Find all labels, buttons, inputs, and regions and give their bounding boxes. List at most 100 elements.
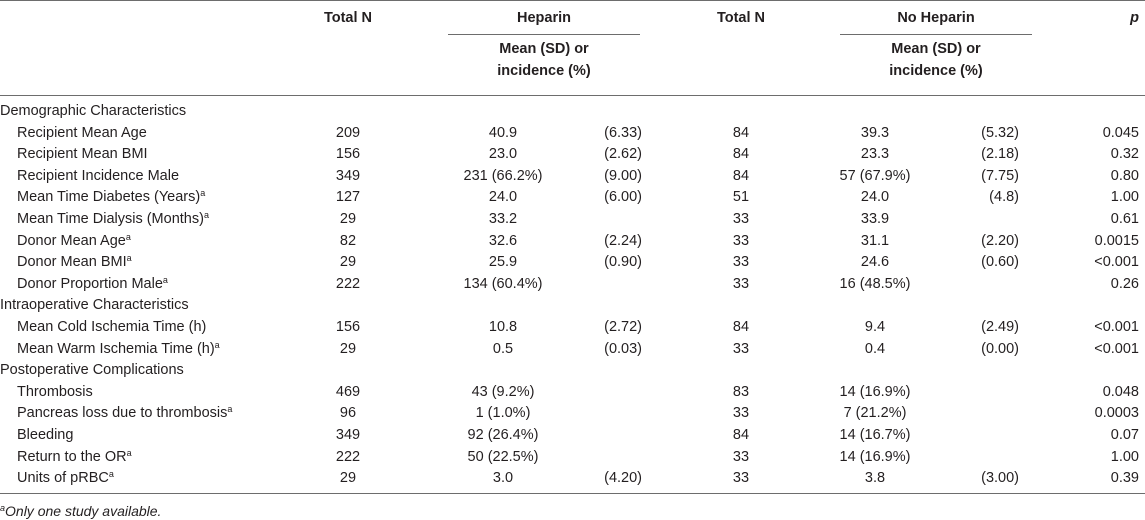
cell-no-heparin-sd: (0.60) xyxy=(981,254,1019,271)
cell-p-value: 0.61 xyxy=(1110,211,1139,227)
cell-heparin-mean: 40.9 xyxy=(488,124,518,141)
cell-heparin-mean: 25.9 xyxy=(488,254,518,271)
cell-no-heparin-sd: (0.00) xyxy=(981,340,1019,357)
cell-heparin-mean: 92 (26.4%) xyxy=(467,427,539,443)
section-label: Postoperative Complications xyxy=(0,360,184,381)
cell-heparin-sd: (4.20) xyxy=(604,470,642,487)
section-header-row: Postoperative Complications xyxy=(0,360,1145,381)
row-label-text: Recipient Mean BMI xyxy=(17,146,148,163)
row-label-text: Recipient Mean Age xyxy=(17,124,147,141)
cell-no-heparin-mean: 14 (16.9%) xyxy=(839,448,911,465)
cell-heparin-sd: (0.90) xyxy=(604,254,642,271)
header-total-n-heparin: Total N xyxy=(323,10,373,26)
cell-p-value: 0.26 xyxy=(1110,275,1139,292)
cell-p-value: <0.001 xyxy=(1094,319,1139,335)
table-row: Recipient Incidence Male 349 231 (66.2%) (9… xyxy=(0,166,1145,187)
row-label: Return to the ORa xyxy=(17,447,132,468)
cell-no-heparin-mean: 14 (16.7%) xyxy=(839,427,911,443)
cell-total-n-no-heparin: 84 xyxy=(732,319,750,335)
row-label-text: Mean Time Dialysis (Months) xyxy=(17,211,204,227)
header-heparin-mean-sd-line1: Mean (SD) or xyxy=(499,41,589,57)
cell-total-n-no-heparin: 84 xyxy=(732,427,750,443)
row-label: Recipient Mean Age xyxy=(17,123,147,144)
table-row: Recipient Mean Age 209 40.9 (6.33) 84 39.3 (5.… xyxy=(0,123,1145,144)
cell-heparin-mean: 0.5 xyxy=(492,340,514,357)
cell-no-heparin-sd: (4.8) xyxy=(989,189,1019,206)
section-label: Intraoperative Characteristics xyxy=(0,295,189,316)
row-label-text: Mean Cold Ischemia Time (h) xyxy=(17,319,207,335)
footnote-text: Only one study available. xyxy=(5,503,162,519)
no-heparin-underline xyxy=(840,34,1032,35)
header-no-heparin: No Heparin xyxy=(897,10,975,26)
cell-heparin-sd: (6.33) xyxy=(604,124,642,141)
cell-total-n-heparin: 209 xyxy=(335,124,361,141)
row-label: Recipient Mean BMI xyxy=(17,144,148,165)
cell-total-n-heparin: 82 xyxy=(339,232,357,249)
cell-total-n-no-heparin: 33 xyxy=(732,254,750,271)
cell-total-n-no-heparin: 51 xyxy=(732,189,750,206)
row-label: Thrombosis xyxy=(17,382,93,403)
footnote-marker: a xyxy=(200,188,206,199)
table-row: Bleeding 349 92 (26.4%) 84 14 (16.7%) 0.07 xyxy=(0,425,1145,446)
cell-heparin-mean: 10.8 xyxy=(488,319,518,335)
table-row: Mean Warm Ischemia Time (h)a 29 0.5 (0.03) 3… xyxy=(0,339,1145,360)
footnote-marker: a xyxy=(126,253,132,264)
row-label-text: Recipient Incidence Male xyxy=(17,167,180,184)
cell-total-n-heparin: 349 xyxy=(335,167,361,184)
cell-no-heparin-mean: 39.3 xyxy=(860,124,890,141)
table-top-rule xyxy=(0,0,1145,1)
row-label-text: Postoperative Complications xyxy=(0,362,184,379)
row-label: Recipient Incidence Male xyxy=(17,166,179,187)
cell-heparin-mean: 3.0 xyxy=(492,470,514,487)
row-label-text: Donor Mean BMI xyxy=(17,254,127,271)
footnote-marker: a xyxy=(125,231,131,242)
cell-total-n-no-heparin: 83 xyxy=(732,383,750,400)
section-header-row: Demographic Characteristics xyxy=(0,101,1145,122)
cell-no-heparin-mean: 16 (48.5%) xyxy=(839,275,911,292)
cell-p-value: 0.0015 xyxy=(1094,232,1139,249)
cell-no-heparin-mean: 24.6 xyxy=(860,254,890,271)
footnote: aOnly one study available. xyxy=(0,502,161,520)
cell-heparin-mean: 50 (22.5%) xyxy=(467,448,539,465)
cell-heparin-mean: 43 (9.2%) xyxy=(471,383,535,400)
cell-p-value: 0.32 xyxy=(1110,146,1139,163)
cell-p-value: 0.048 xyxy=(1102,383,1139,400)
cell-no-heparin-mean: 14 (16.9%) xyxy=(839,383,911,400)
cell-heparin-mean: 33.2 xyxy=(488,211,518,227)
cell-heparin-mean: 1 (1.0%) xyxy=(475,405,531,422)
row-label-text: Demographic Characteristics xyxy=(0,103,187,119)
cell-heparin-sd: (2.72) xyxy=(604,319,642,335)
cell-total-n-no-heparin: 33 xyxy=(732,448,750,465)
cell-no-heparin-sd: (2.18) xyxy=(981,146,1019,163)
cell-no-heparin-sd: (2.20) xyxy=(981,232,1019,249)
cell-no-heparin-mean: 0.4 xyxy=(864,340,886,357)
section-header-row: Intraoperative Characteristics xyxy=(0,295,1145,316)
footnote-marker: a xyxy=(227,404,233,415)
cell-total-n-heparin: 29 xyxy=(339,340,357,357)
row-label: Donor Mean BMIa xyxy=(17,252,132,273)
row-label-text: Return to the OR xyxy=(17,448,127,465)
cell-p-value: 0.045 xyxy=(1102,124,1139,141)
footnote-marker: a xyxy=(126,447,132,458)
cell-total-n-heparin: 127 xyxy=(335,189,361,206)
cell-p-value: 1.00 xyxy=(1110,448,1139,465)
header-no-heparin-mean-sd-line1: Mean (SD) or xyxy=(891,41,981,57)
cell-total-n-no-heparin: 84 xyxy=(732,146,750,163)
cell-heparin-sd: (0.03) xyxy=(604,340,642,357)
cell-total-n-heparin: 469 xyxy=(335,383,361,400)
table-row: Units of pRBCa 29 3.0 (4.20) 33 3.8 (3.00) 0.39 xyxy=(0,468,1145,489)
cell-total-n-no-heparin: 84 xyxy=(732,124,750,141)
row-label-text: Pancreas loss due to thrombosis xyxy=(17,405,228,422)
cell-total-n-heparin: 222 xyxy=(335,275,361,292)
cell-total-n-no-heparin: 33 xyxy=(732,470,750,487)
cell-p-value: 0.0003 xyxy=(1094,405,1139,422)
table-row: Mean Cold Ischemia Time (h) 156 10.8 (2.72)… xyxy=(0,317,1145,338)
cell-heparin-mean: 24.0 xyxy=(488,189,518,206)
row-label: Donor Proportion Malea xyxy=(17,274,168,295)
header-bottom-rule xyxy=(0,95,1145,96)
cell-p-value: 0.80 xyxy=(1110,167,1139,184)
row-label: Mean Time Dialysis (Months)a xyxy=(17,209,209,230)
row-label-text: Units of pRBC xyxy=(17,470,109,487)
table-row: Pancreas loss due to thrombosisa 96 1 (1.0… xyxy=(0,403,1145,424)
row-label-text: Bleeding xyxy=(17,427,74,443)
